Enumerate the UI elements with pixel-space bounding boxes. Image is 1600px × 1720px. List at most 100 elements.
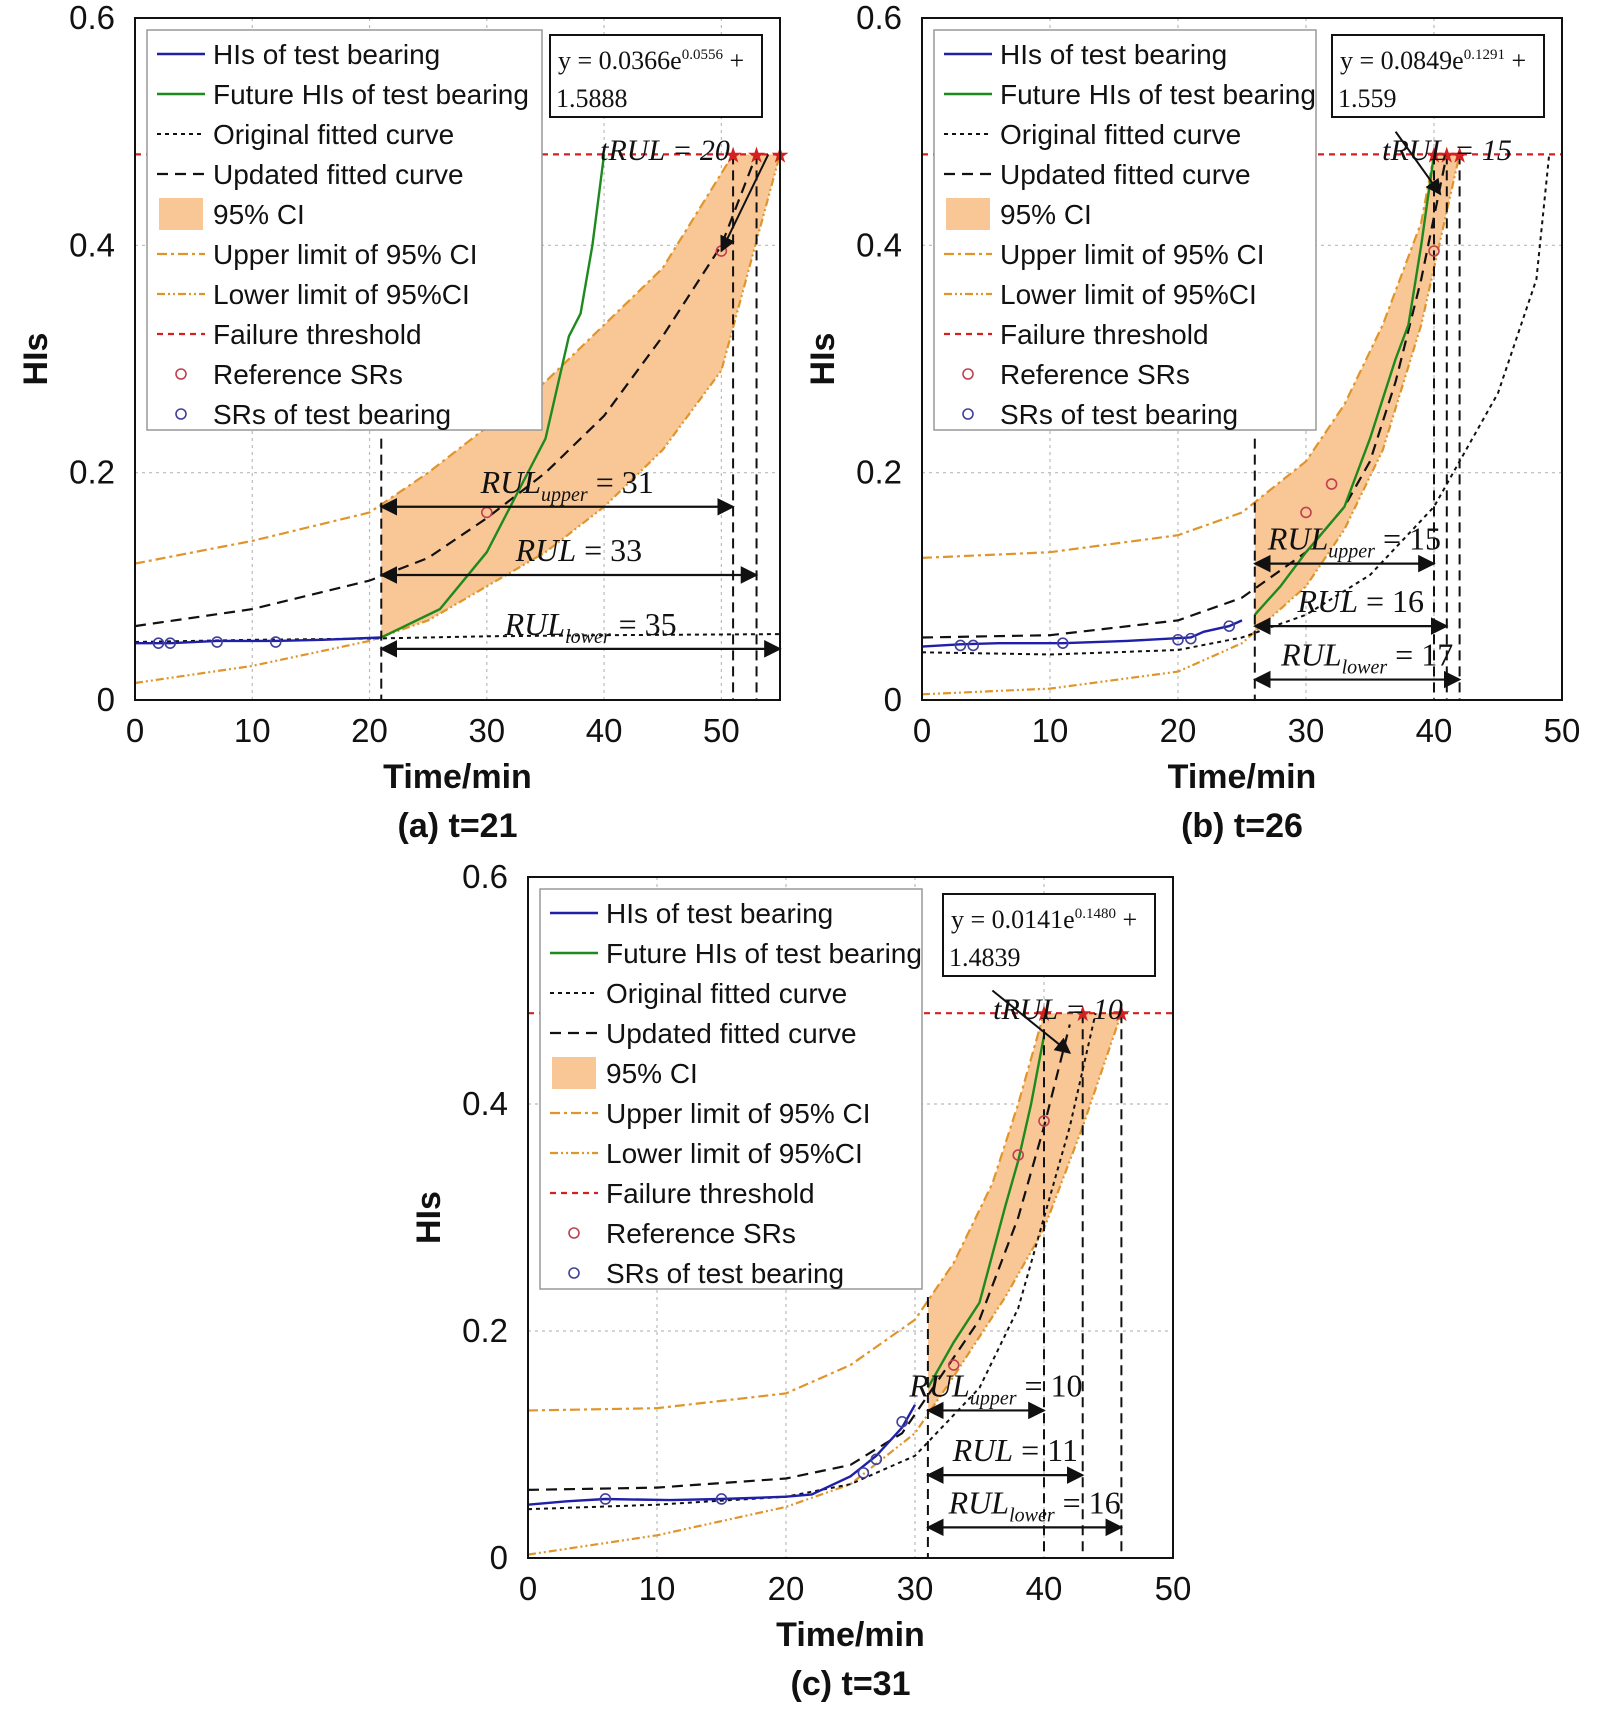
legend-label: Original fitted curve [213,119,454,150]
reference-sr-point [1428,245,1440,257]
trul-label: tRUL = 10 [993,993,1123,1026]
threshold-star-icon: ★ [1073,1002,1093,1027]
threshold-star-icon: ★ [1424,143,1444,168]
plot-frame [921,17,1563,701]
reference-sr-point [947,1359,960,1371]
test-sr-point [967,639,980,652]
threshold-star-icon: ★ [723,143,743,168]
y-tick-label: 0 [490,1539,508,1576]
legend-label: Lower limit of 95%CI [213,279,470,310]
reference-sr-point [1012,1149,1025,1161]
legend-label: Lower limit of 95%CI [1000,279,1257,310]
y-axis-label: HIs [17,333,55,386]
test-sr-point [857,1467,870,1479]
legend-label: Failure threshold [606,1178,815,1209]
y-tick-label: 0 [884,681,902,718]
legend-box [933,29,1317,431]
y-tick-label: 0.4 [856,226,902,263]
y-tick-label: 0.4 [69,226,115,263]
x-tick-label: 40 [1026,1570,1063,1607]
x-tick-label: 40 [586,712,623,749]
y-tick-label: 0.6 [856,0,902,36]
rul-label: RUL = 11 [952,1432,1078,1468]
x-tick-label: 10 [1032,712,1069,749]
trul-arrow [720,153,770,253]
legend-label: 95% CI [1000,199,1092,230]
reference-sr-point [1325,478,1338,490]
x-tick-label: 10 [234,712,271,749]
rul-label: RUL = 16 [1297,583,1425,619]
ci-band [1254,154,1460,632]
y-tick-label: 0.2 [856,454,902,491]
panel-caption: (c) t=31 [791,1665,911,1703]
legend-key-ci [946,198,990,230]
legend-label: HIs of test bearing [213,39,440,70]
future-his-line [380,154,606,639]
his-line [921,619,1243,648]
x-tick-label: 0 [519,1570,537,1607]
legend-label: Lower limit of 95%CI [606,1138,863,1169]
future-his-line [926,1035,1046,1389]
ci-band [381,154,780,637]
x-tick-label: 30 [468,712,505,749]
legend-label: Upper limit of 95% CI [606,1098,871,1129]
original-fitted-line [921,154,1551,656]
legend-label: Future HIs of test bearing [606,938,922,969]
legend-label: Failure threshold [213,319,422,350]
legend-label: Upper limit of 95% CI [1000,239,1265,270]
legend-label: Reference SRs [1000,359,1190,390]
y-tick-label: 0.4 [462,1085,508,1122]
test-sr-point [715,1493,728,1505]
test-sr-point [211,636,223,648]
ci-lower-line [921,154,1461,696]
legend-key-test-sr [568,1267,580,1279]
threshold-star-icon: ★ [1450,143,1470,168]
test-sr-point [599,1493,612,1505]
legend-label: SRs of test bearing [213,399,451,430]
ci-band [927,1013,1122,1415]
equation-text: y = 0.0366e0.0556 + [558,46,744,75]
x-tick-label: 0 [126,712,144,749]
plot-frame [527,876,1174,1559]
threshold-star-icon: ★ [747,143,767,168]
x-tick-label: 50 [1155,1570,1192,1607]
legend-label: HIs of test bearing [606,898,833,929]
panel-caption: (a) t=21 [398,807,518,845]
original-fitted-line [527,1012,1097,1511]
rul-label: RUL = 33 [515,532,643,568]
trul-arrow [1394,131,1442,196]
test-sr-point [1185,632,1197,645]
trul-label: tRUL = 15 [1382,134,1512,167]
rul-label: RULlower = 17 [1280,637,1453,679]
y-axis-label: HIs [410,1191,448,1244]
legend-box [146,29,543,431]
threshold-star-icon: ★ [1034,1002,1054,1027]
x-tick-label: 10 [639,1570,676,1607]
equation-box [1331,34,1545,118]
test-sr-point [896,1416,908,1428]
equation-box [549,34,763,118]
legend-label: Upper limit of 95% CI [213,239,478,270]
legend-box [539,888,923,1290]
threshold-star-icon: ★ [1437,143,1457,168]
x-tick-label: 20 [1160,712,1197,749]
rul-label: RULlower = 35 [504,606,677,648]
test-sr-point [269,636,282,648]
equation-box [942,893,1156,977]
reference-sr-point [1038,1115,1050,1127]
y-tick-label: 0.2 [69,454,115,491]
legend-label: 95% CI [606,1058,698,1089]
legend-label: Original fitted curve [1000,119,1241,150]
reference-sr-point [1300,506,1312,519]
plot-frame [134,17,781,701]
test-sr-point [954,639,967,652]
legend-label: 95% CI [213,199,305,230]
rul-label: RULupper = 15 [1267,521,1441,563]
rul-label: RULlower = 16 [948,1484,1121,1526]
trul-label: tRUL = 20 [600,134,730,167]
x-tick-label: 40 [1416,712,1453,749]
chart-panel-2: ★★★ RULupper = 15 RUL = 16 RULlower = 17 y =… [804,0,1580,845]
equation-constant: 1.5888 [556,84,628,113]
his-line [135,636,382,645]
equation-text: y = 0.0849e0.1291 + [1340,46,1526,75]
